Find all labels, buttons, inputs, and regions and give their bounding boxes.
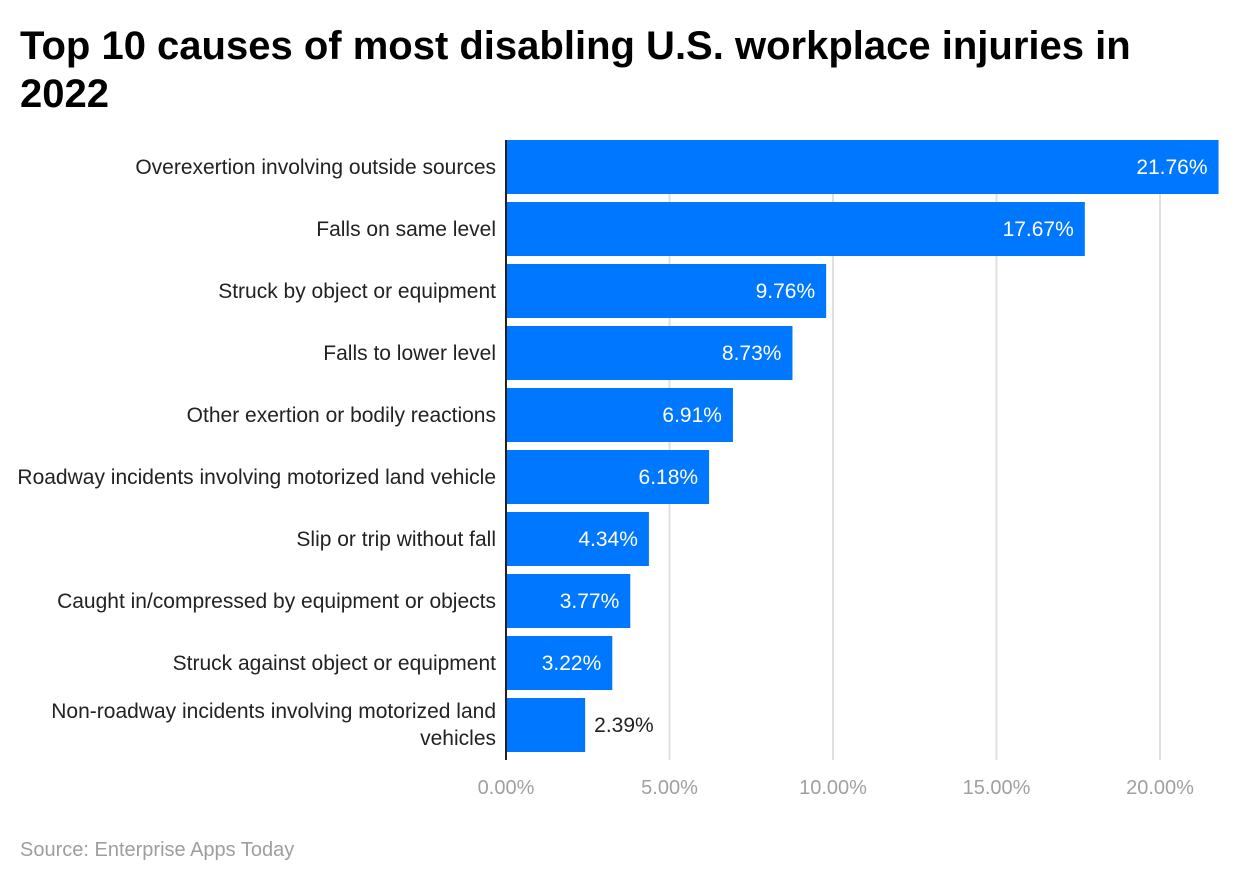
category-label: Roadway incidents involving motorized la…: [16, 450, 496, 504]
data-label: 6.91%: [662, 404, 722, 427]
source-note: Source: Enterprise Apps Today: [20, 839, 295, 861]
bar: [507, 388, 733, 442]
x-tick-label: 15.00%: [963, 777, 1031, 799]
x-tick-label: 20.00%: [1126, 777, 1194, 799]
x-tick-label: 0.00%: [478, 777, 535, 799]
bar: [507, 140, 1219, 194]
bar: [507, 574, 631, 628]
category-label-text: Falls to lower level: [323, 341, 496, 365]
category-label: Slip or trip without fall: [16, 512, 496, 566]
data-label: 3.22%: [542, 652, 602, 675]
data-label: 6.18%: [639, 466, 699, 489]
category-label: Falls on same level: [16, 202, 496, 256]
bar: [507, 450, 710, 504]
category-label-text: Caught in/compressed by equipment or obj…: [57, 589, 496, 613]
bar: [507, 202, 1085, 256]
bar: [507, 512, 649, 566]
category-label: Struck against object or equipment: [16, 636, 496, 690]
category-label-text: Slip or trip without fall: [296, 527, 496, 551]
data-label: 2.39%: [594, 714, 654, 737]
data-label: 9.76%: [756, 280, 816, 303]
category-label: Falls to lower level: [16, 326, 496, 380]
data-label: 8.73%: [722, 342, 782, 365]
category-label-text: Falls on same level: [316, 217, 496, 241]
category-label-text: Non-roadway incidents involving motorize…: [51, 700, 496, 750]
bar: [507, 264, 827, 318]
category-label-text: Struck against object or equipment: [172, 651, 496, 675]
data-label: 3.77%: [560, 590, 620, 613]
category-label: Overexertion involving outside sources: [16, 140, 496, 194]
bar: [507, 636, 613, 690]
category-label-text: Other exertion or bodily reactions: [186, 403, 496, 427]
category-label: Non-roadway incidents involving motorize…: [16, 698, 496, 752]
bar: [507, 698, 586, 752]
category-label: Caught in/compressed by equipment or obj…: [16, 574, 496, 628]
data-label: 4.34%: [578, 528, 638, 551]
data-label: 21.76%: [1136, 156, 1207, 179]
category-label: Struck by object or equipment: [16, 264, 496, 318]
category-label-text: Roadway incidents involving motorized la…: [17, 465, 496, 489]
data-label: 17.67%: [1003, 218, 1074, 241]
bar: [507, 326, 793, 380]
category-label: Other exertion or bodily reactions: [16, 388, 496, 442]
chart-title: Top 10 causes of most disabling U.S. wor…: [20, 24, 1131, 116]
x-tick-label: 10.00%: [799, 777, 867, 799]
x-tick-label: 5.00%: [641, 777, 698, 799]
category-label-text: Struck by object or equipment: [218, 279, 496, 303]
category-label-text: Overexertion involving outside sources: [135, 155, 496, 179]
